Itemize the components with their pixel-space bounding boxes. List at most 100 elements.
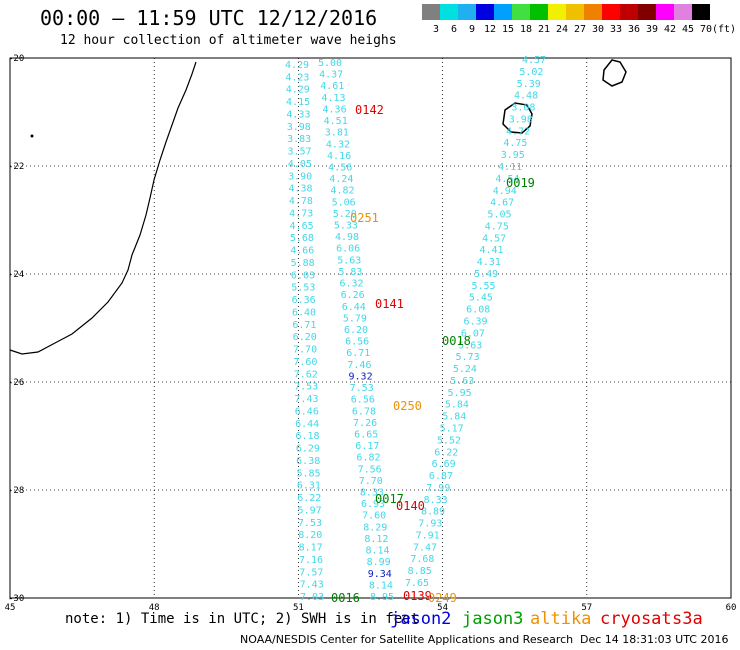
swh-value: 7.53 xyxy=(350,383,374,394)
swh-value: 4.41 xyxy=(479,245,503,256)
legend-swatch xyxy=(458,4,476,20)
swh-value: 5.55 xyxy=(471,281,495,292)
mauritius-island xyxy=(602,59,627,87)
satellite-label: altika xyxy=(530,609,592,629)
swh-value: 4.36 xyxy=(323,104,347,115)
legend-label: 12 xyxy=(484,24,497,35)
swh-value: 8.17 xyxy=(299,543,323,554)
x-tick-label: 51 xyxy=(293,603,304,613)
swh-value: 4.05 xyxy=(288,159,312,170)
swh-value: 6.82 xyxy=(356,453,380,464)
pass-label: 0250 xyxy=(393,399,422,413)
swh-value: 6.22 xyxy=(434,447,458,458)
swh-value: 4.48 xyxy=(514,91,538,102)
swh-value: 3.08 xyxy=(511,103,535,114)
swh-value: 4.31 xyxy=(477,257,501,268)
swh-value: 8.29 xyxy=(363,522,387,533)
swh-value: 4.51 xyxy=(324,116,348,127)
swh-value: 7.91 xyxy=(416,530,440,541)
pass-label: 0139 xyxy=(403,589,432,603)
swh-value: 4.56 xyxy=(328,162,352,173)
swh-value: 6.46 xyxy=(295,406,319,417)
swh-value: 7.99 xyxy=(426,483,450,494)
y-tick-label: -26 xyxy=(8,378,24,388)
swh-value: 6.18 xyxy=(295,431,319,442)
x-tick-label: 60 xyxy=(726,603,737,613)
satellite-label: cryosat xyxy=(600,609,672,629)
swh-value: 5.24 xyxy=(453,364,477,375)
swh-value: 5.63 xyxy=(450,376,474,387)
footer-note: note: 1) Time is in UTC; 2) SWH is in fe… xyxy=(65,611,420,627)
swh-value: 7.70 xyxy=(359,476,383,487)
swh-value: 5.02 xyxy=(519,67,543,78)
swh-value: 6.29 xyxy=(296,444,320,455)
reunion-island xyxy=(502,102,533,134)
chart-title: 00:00 – 11:59 UTC 12/12/2016 xyxy=(40,6,378,30)
swh-value: 8.12 xyxy=(364,534,388,545)
legend-swatch xyxy=(530,4,548,20)
swh-value: 6.65 xyxy=(354,429,378,440)
legend-label: 6 xyxy=(451,24,458,35)
swh-value: 8.14 xyxy=(369,580,393,591)
legend-swatch xyxy=(494,4,512,20)
legend-label: 9 xyxy=(469,24,476,35)
swh-value: 7.60 xyxy=(293,357,317,368)
swh-value: 4.37 xyxy=(319,70,343,81)
legend-label: 3 xyxy=(433,24,440,35)
swh-value: 4.75 xyxy=(503,138,527,149)
swh-value: 5.84 xyxy=(445,400,469,411)
y-tick-label: -24 xyxy=(8,270,24,280)
legend-swatch xyxy=(440,4,458,20)
chart-subtitle: 12 hour collection of altimeter wave hei… xyxy=(60,33,397,48)
x-tick-label: 54 xyxy=(437,603,448,613)
swh-value: 6.56 xyxy=(345,337,369,348)
islet xyxy=(30,134,34,138)
pass-label: 0018 xyxy=(442,334,471,348)
swh-value: 7.93 xyxy=(418,519,442,530)
swh-value: 5.49 xyxy=(474,269,498,280)
swh-value: 7.56 xyxy=(358,464,382,475)
swh-value: 3.95 xyxy=(501,150,525,161)
swh-value: 7.60 xyxy=(362,511,386,522)
swh-value: 5.95 xyxy=(448,388,472,399)
legend-swatch xyxy=(566,4,584,20)
swh-value: 5.88 xyxy=(291,258,315,269)
swh-value: 4.13 xyxy=(321,93,345,104)
swh-value: 5.45 xyxy=(469,293,493,304)
swh-value: 4.65 xyxy=(290,221,314,232)
x-tick-label: 45 xyxy=(5,603,16,613)
coastline-madagascar xyxy=(9,61,197,355)
y-tick-label: -22 xyxy=(8,162,24,172)
swh-value: 4.54 xyxy=(495,174,519,185)
swh-value: 5.63 xyxy=(458,340,482,351)
swh-value: 5.97 xyxy=(298,505,322,516)
swh-value: 7.43 xyxy=(300,580,324,591)
legend-swatch xyxy=(602,4,620,20)
legend-label: 24 xyxy=(556,24,569,35)
swh-value: 7.57 xyxy=(299,567,323,578)
legend-label: 21 xyxy=(538,24,551,35)
swh-value: 3.98 xyxy=(509,114,533,125)
swh-value: 4.23 xyxy=(285,72,309,83)
swh-value: 7.53 xyxy=(294,382,318,393)
swh-value: 8.89 xyxy=(421,507,445,518)
satellite-label: jason2 xyxy=(390,609,452,629)
swh-value: 4.75 xyxy=(485,221,509,232)
swh-value: 4.78 xyxy=(289,196,313,207)
swh-value: 6.38 xyxy=(296,456,320,467)
swh-value: 7.03 xyxy=(300,592,324,603)
swh-value: 5.83 xyxy=(338,267,362,278)
swh-value: 7.65 xyxy=(405,578,429,589)
swh-value: 4.66 xyxy=(290,246,314,257)
swh-value: 6.20 xyxy=(344,325,368,336)
swh-value: 5.68 xyxy=(290,233,314,244)
swh-value: 8.14 xyxy=(365,546,389,557)
swh-value: 6.03 xyxy=(291,270,315,281)
swh-value: 5.05 xyxy=(487,210,511,221)
swh-value: 6.39 xyxy=(464,317,488,328)
swh-value: 6.71 xyxy=(292,320,316,331)
swh-value: 7.46 xyxy=(347,360,371,371)
x-tick-label: 57 xyxy=(581,603,592,613)
pass-label: 0142 xyxy=(355,103,384,117)
